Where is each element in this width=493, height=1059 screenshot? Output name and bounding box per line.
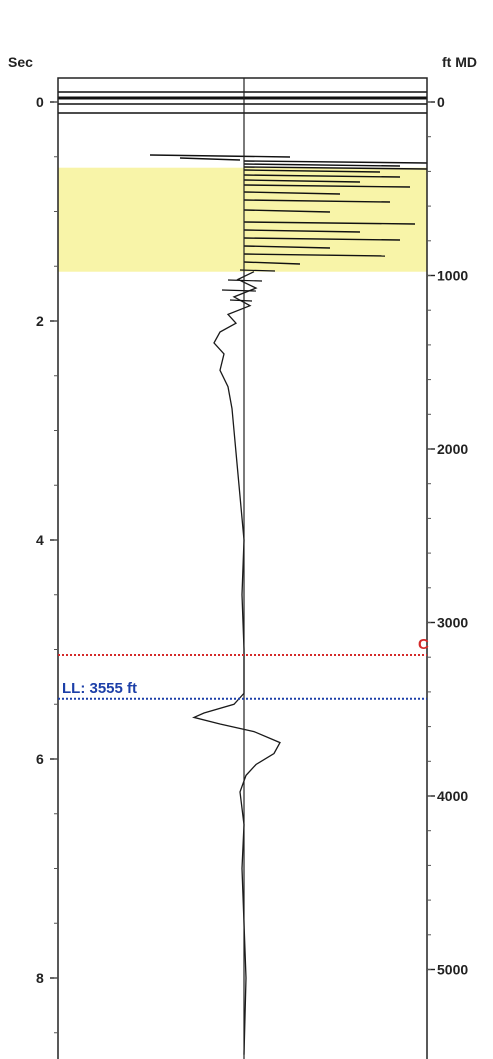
- left-tick-label: 2: [36, 313, 44, 329]
- right-axis-label: ft MD: [442, 54, 477, 70]
- reflection-spike: [239, 269, 276, 272]
- reflection-spike: [229, 299, 253, 302]
- reflection-spike: [243, 221, 416, 225]
- highlight-band: [58, 167, 427, 272]
- reflection-spike: [243, 253, 386, 257]
- right-tick-label: 1000: [437, 268, 468, 284]
- left-tick-label: 6: [36, 751, 44, 767]
- right-tick-label: 5000: [437, 962, 468, 978]
- plot-frame: [57, 77, 428, 1059]
- reflection-spike: [243, 245, 331, 249]
- right-tick-label: 2000: [437, 441, 468, 457]
- trace-group: [58, 91, 427, 1055]
- reflection-spike: [243, 166, 428, 170]
- right-tick-label: 0: [437, 94, 445, 110]
- right-tick-label: 4000: [437, 788, 468, 804]
- reflection-spike: [243, 191, 341, 195]
- reflection-spike: [243, 237, 401, 241]
- right-tick-label: 3000: [437, 615, 468, 631]
- reflection-spike: [243, 160, 428, 164]
- reflection-spike: [243, 169, 381, 173]
- right-axis: 0 1000 2000 3000 4000 5000: [427, 94, 468, 978]
- reflection-spike: [227, 279, 263, 282]
- reflection-spike: [243, 229, 361, 233]
- reflection-spike: [179, 157, 241, 161]
- left-tick-label: 8: [36, 970, 44, 986]
- marker-lines: C LL: 3555 ft: [58, 636, 429, 700]
- left-axis: 0 2 4 6 8: [36, 94, 58, 1034]
- left-tick-label: 0: [36, 94, 44, 110]
- reflection-spike: [243, 184, 411, 188]
- left-axis-label: Sec: [8, 54, 33, 70]
- reflection-spike: [243, 199, 391, 203]
- reflection-spike: [149, 154, 291, 158]
- reflection-spike: [243, 179, 361, 183]
- left-tick-label: 4: [36, 532, 44, 548]
- reflection-spike: [243, 261, 301, 265]
- reflection-spike: [243, 174, 401, 178]
- marker-label: LL: 3555 ft: [62, 680, 137, 697]
- marker-label: C: [418, 636, 429, 653]
- reflection-spikes: [149, 154, 428, 302]
- trace-line: [192, 271, 281, 1055]
- reflection-spike: [243, 209, 331, 213]
- reflection-spike: [243, 163, 401, 167]
- reflection-spike: [221, 289, 257, 292]
